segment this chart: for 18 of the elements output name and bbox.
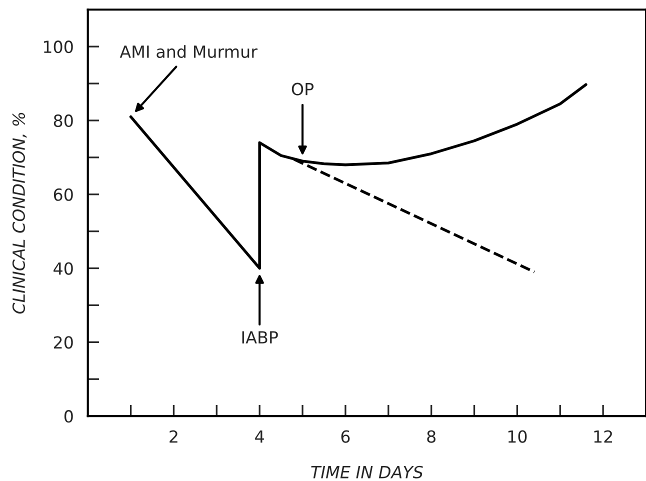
x-tick-label: 6 [341,430,350,443]
annotation: IABP [242,331,278,344]
x-tick-label: 2 [170,430,178,443]
y-tick-label: 80 [54,114,73,128]
y-tick-label: 40 [54,262,73,275]
y-tick-label: 20 [54,336,73,349]
y-axis-title: CLINICAL CONDITION, % [12,112,27,314]
y-tick-label: 0 [64,410,73,423]
x-tick-label: 4 [255,430,264,443]
x-tick-label: 10 [508,430,527,443]
x-axis-title: TIME IN DAYS [311,466,423,478]
x-tick-label: 12 [594,430,612,443]
annotation: OP [292,82,314,96]
x-tick-label: 8 [427,430,436,443]
y-tick-label: 100 [44,40,73,54]
y-tick-label: 60 [54,188,73,201]
line-series [129,83,588,270]
annotation: AMI and Murmur [120,45,258,58]
